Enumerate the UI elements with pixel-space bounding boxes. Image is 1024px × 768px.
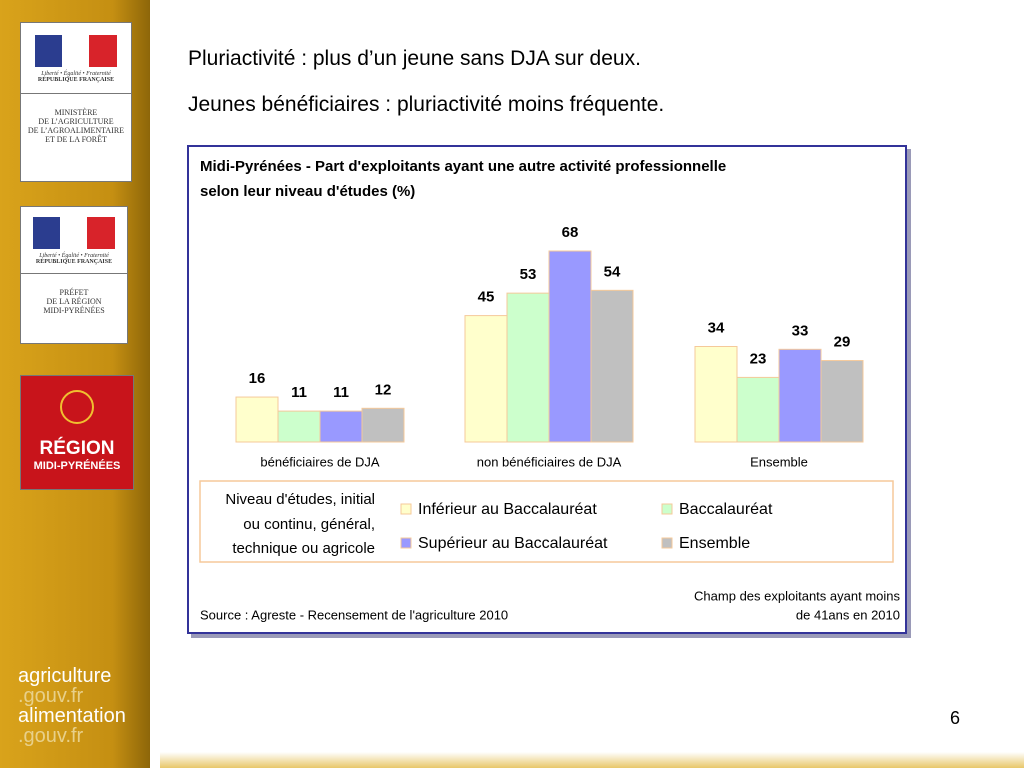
data-label: 45: [478, 289, 495, 306]
legend-box: [199, 480, 894, 563]
legend-swatch: [661, 503, 673, 515]
data-label: 54: [604, 263, 621, 280]
ministry-line: DE L’AGROALIMENTAIRE: [27, 126, 125, 135]
chart-frame: Midi-Pyrénées - Part d'exploitants ayant…: [187, 145, 907, 634]
republique: RÉPUBLIQUE FRANÇAISE: [37, 77, 115, 83]
region-line: RÉGION: [39, 438, 115, 459]
data-label: 23: [750, 350, 767, 367]
bar: [820, 360, 864, 443]
data-label: 33: [792, 322, 809, 339]
footer-decoration: [160, 752, 1024, 768]
footer-line: agriculture: [18, 665, 112, 687]
x-tick-label: Ensemble: [750, 454, 808, 469]
data-label: 53: [520, 266, 537, 283]
legend-label: Ensemble: [679, 535, 750, 552]
page-number: 6: [950, 708, 961, 728]
legend-title: ou continu, général,: [243, 516, 375, 533]
x-tick-label: non bénéficiaires de DJA: [477, 454, 622, 469]
bar: [590, 289, 634, 443]
data-label: 16: [249, 370, 266, 387]
bar: [464, 315, 508, 443]
footer-logo: agriculture .gouv.fr alimentation .gouv.…: [18, 666, 126, 746]
flag: [35, 35, 117, 67]
bar: [361, 407, 405, 443]
data-label: 34: [708, 319, 725, 336]
data-label: 11: [291, 384, 307, 401]
footer-line: .gouv.fr: [18, 725, 84, 747]
bar: [778, 348, 822, 443]
bar: [235, 396, 279, 443]
prefet-line: DE LA RÉGION: [46, 297, 102, 306]
slide-title: Jeunes bénéficiaires : pluriactivité moi…: [188, 93, 665, 116]
data-label: 68: [562, 224, 579, 241]
bar: [277, 410, 321, 443]
note: de 41ans en 2010: [796, 607, 900, 622]
legend-label: Inférieur au Baccalauréat: [418, 501, 597, 518]
motto: Liberté • Égalité • Fraternité: [41, 71, 111, 77]
sidebar: Liberté • Égalité • Fraternité RÉPUBLIQU…: [0, 0, 150, 768]
slide-title: Pluriactivité : plus d’un jeune sans DJA…: [188, 47, 641, 70]
legend-swatch: [400, 503, 412, 515]
data-label: 29: [834, 334, 851, 351]
ministry-line: DE L’AGRICULTURE: [38, 117, 114, 126]
footer-line: .gouv.fr: [18, 685, 84, 707]
bar: [548, 250, 592, 443]
ministry-line: MINISTÈRE: [54, 108, 98, 117]
bar: [506, 292, 550, 443]
ministry-logo: Liberté • Égalité • Fraternité RÉPUBLIQU…: [20, 22, 132, 182]
flag: [33, 217, 115, 249]
legend-label: Baccalauréat: [679, 501, 773, 518]
bar: [694, 346, 738, 443]
motto: Liberté • Égalité • Fraternité: [39, 253, 109, 259]
chart-title: selon leur niveau d'études (%): [200, 183, 415, 200]
bar: [736, 376, 780, 443]
note: Champ des exploitants ayant moins: [694, 588, 900, 603]
x-tick-label: bénéficiaires de DJA: [260, 454, 380, 469]
source: Source : Agreste - Recensement de l'agri…: [200, 607, 508, 622]
prefet-line: MIDI-PYRÉNÉES: [43, 306, 105, 315]
data-label: 12: [375, 381, 392, 398]
legend-swatch: [661, 537, 673, 549]
prefet-line: PRÉFET: [59, 288, 89, 297]
chart: Midi-Pyrénées - Part d'exploitants ayant…: [199, 158, 900, 622]
region-line: MIDI-PYRÉNÉES: [33, 460, 121, 472]
bar: [319, 410, 363, 443]
ministry-line: ET DE LA FORÊT: [45, 135, 107, 144]
region-logo: RÉGION MIDI-PYRÉNÉES: [20, 375, 134, 490]
prefet-logo: Liberté • Égalité • Fraternité RÉPUBLIQU…: [20, 206, 128, 344]
legend-label: Supérieur au Baccalauréat: [418, 535, 608, 552]
footer-line: alimentation: [18, 705, 126, 727]
data-label: 11: [333, 384, 349, 401]
chart-title: Midi-Pyrénées - Part d'exploitants ayant…: [200, 158, 726, 175]
republique: RÉPUBLIQUE FRANÇAISE: [35, 259, 113, 265]
legend-title: technique ou agricole: [232, 540, 375, 557]
legend-swatch: [400, 537, 412, 549]
legend-title: Niveau d'études, initial: [225, 491, 375, 508]
